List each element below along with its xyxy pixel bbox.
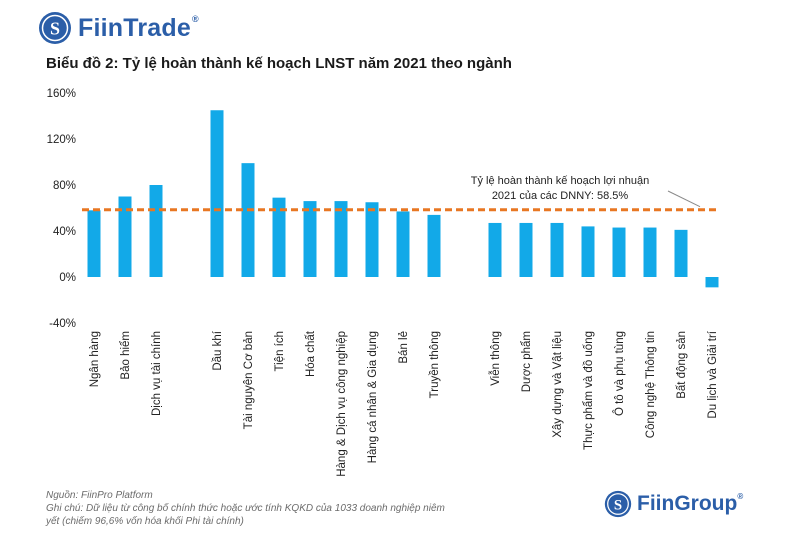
chart-footer: Nguồn: FiinPro Platform Ghi chú: Dữ liệu…: [46, 489, 516, 528]
source-note: Nguồn: FiinPro Platform: [46, 490, 153, 501]
category-labels: Ngân hàng Bảo hiểm Dịch vụ tài chính Dầu kh…: [89, 330, 719, 477]
bar: [550, 222, 564, 277]
bar: [87, 210, 101, 277]
fiintrade-logo: S FiinTrade®: [38, 10, 199, 46]
bar: [488, 222, 502, 277]
reference-annotation-line-1: Tỷ lệ hoàn thành kế hoạch lợi nhuận: [471, 175, 649, 187]
bar: [643, 227, 657, 277]
bars: [87, 110, 719, 288]
category-label: Tiện ích: [274, 331, 286, 371]
bar: [674, 229, 688, 277]
bar: [303, 201, 317, 277]
bar: [241, 163, 255, 277]
category-label: Ngân hàng: [89, 331, 101, 387]
category-label: Viễn thông: [489, 331, 502, 386]
chart-title: Biểu đồ 2: Tỷ lệ hoàn thành kế hoạch LNS…: [46, 55, 512, 72]
y-tick-label: 120%: [47, 134, 76, 146]
bar: [149, 185, 163, 277]
bar: [705, 277, 719, 288]
category-label: Dịch vụ tài chính: [151, 331, 163, 416]
category-label: Dầu khí: [212, 330, 224, 370]
y-tick-label: -40%: [49, 318, 76, 330]
category-label: Công nghệ Thông tin: [645, 331, 657, 438]
fiingroup-logo-icon: S: [604, 490, 632, 518]
svg-text:S: S: [614, 497, 622, 513]
category-label: Bán lẻ: [398, 331, 410, 364]
bar: [334, 201, 348, 277]
category-label: Truyền thông: [429, 331, 441, 398]
y-tick-label: 160%: [47, 88, 76, 100]
annotation-leader-line: [667, 190, 701, 208]
note-line-1: Ghi chú: Dữ liệu từ công bố chính thức h…: [46, 503, 445, 514]
category-label: Ô tô và phụ tùng: [613, 331, 626, 416]
category-label: Hóa chất: [305, 330, 317, 377]
bar: [365, 202, 379, 277]
fiingroup-brand-name: FiinGroup®: [637, 492, 744, 515]
category-label: Hàng & Dịch vụ công nghiệp: [336, 331, 348, 477]
fiingroup-logo: S FiinGroup®: [604, 488, 743, 520]
category-label: Bảo hiểm: [120, 331, 132, 380]
category-label: Bất động sản: [676, 331, 688, 399]
category-label: Dược phẩm: [521, 331, 533, 392]
category-label: Tài nguyên Cơ bản: [243, 331, 255, 429]
y-tick-label: 80%: [53, 180, 76, 192]
y-tick-label: 40%: [53, 226, 76, 238]
bar: [519, 222, 533, 277]
svg-text:S: S: [50, 19, 60, 39]
category-label: Hàng cá nhân & Gia dụng: [367, 331, 379, 463]
bar: [272, 197, 286, 277]
bar: [396, 211, 410, 277]
y-axis: 160% 120% 80% 40% 0% -40%: [47, 88, 76, 330]
y-tick-label: 0%: [59, 272, 76, 284]
bar: [581, 226, 595, 277]
fiintrade-brand-name: FiinTrade®: [78, 13, 199, 42]
bar: [118, 196, 132, 277]
note-line-2: yết (chiếm 96,6% vốn hóa khối Phi tài ch…: [46, 516, 244, 527]
bar: [210, 110, 224, 277]
category-label: Thực phẩm và đồ uống: [583, 331, 595, 450]
bar-chart: 160% 120% 80% 40% 0% -40% Tỷ lệ hoàn thành kế…: [47, 88, 719, 477]
bar: [427, 214, 441, 277]
category-label: Xây dựng và Vật liệu: [552, 331, 564, 438]
reference-annotation-line-2: 2021 của các DNNY: 58.5%: [492, 190, 629, 202]
fiintrade-logo-icon: S: [39, 12, 71, 44]
bar: [612, 227, 626, 277]
reference-line-group: Tỷ lệ hoàn thành kế hoạch lợi nhuận 2021 …: [82, 175, 717, 212]
category-label: Du lịch và Giải trí: [707, 330, 719, 418]
